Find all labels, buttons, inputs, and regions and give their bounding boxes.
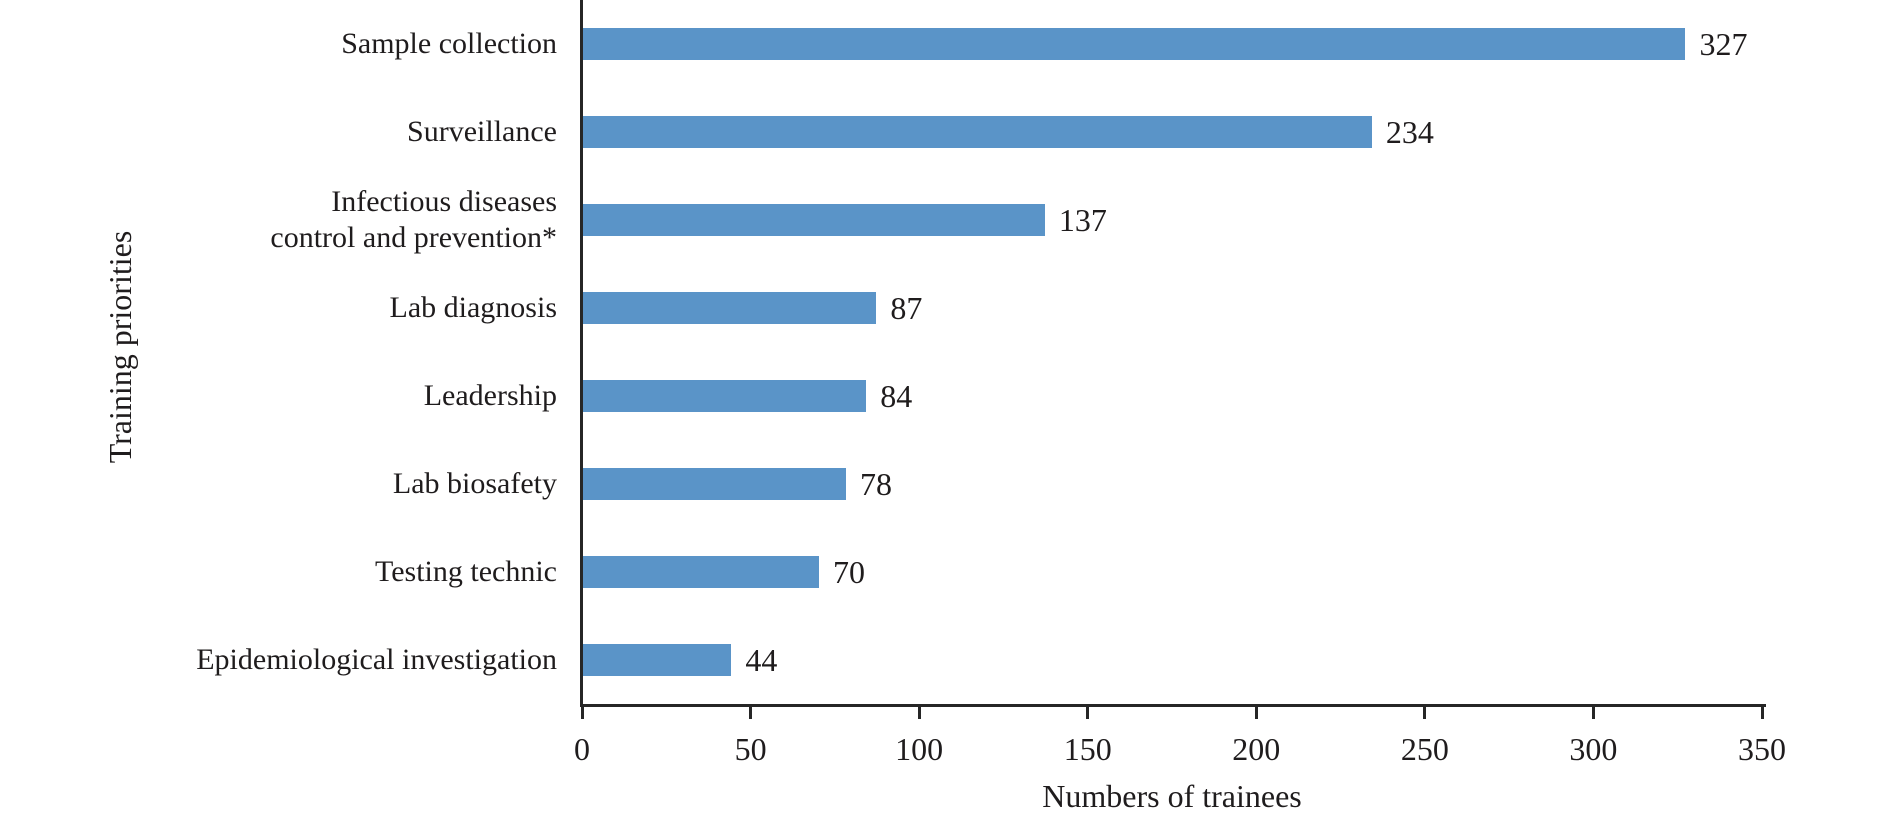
bar-value-label: 327 <box>1699 26 1748 62</box>
plot-area <box>583 0 1763 704</box>
x-tick-mark <box>1254 704 1258 719</box>
bar-value-label: 84 <box>880 378 913 414</box>
x-tick-mark <box>1423 704 1427 719</box>
bar <box>583 644 732 676</box>
category-label: Sample collection <box>341 27 557 60</box>
x-tick-mark <box>1086 704 1090 719</box>
bar <box>583 292 877 324</box>
x-tick-label: 150 <box>1063 731 1112 767</box>
bar-value-label: 78 <box>859 466 892 502</box>
x-axis-line <box>580 704 1766 707</box>
bar <box>583 468 846 500</box>
bar <box>583 28 1686 60</box>
x-tick-label: 100 <box>895 731 944 767</box>
y-axis-title: Training priorities <box>102 230 138 464</box>
x-tick-label: 350 <box>1738 731 1786 767</box>
x-tick-label: 200 <box>1232 731 1281 767</box>
category-label: Leadership <box>423 379 557 412</box>
bar <box>583 116 1372 148</box>
x-tick-mark <box>749 704 753 719</box>
y-axis-line <box>580 0 583 707</box>
bar <box>583 380 867 412</box>
x-tick-mark <box>1760 704 1764 719</box>
bar-value-label: 87 <box>890 290 923 326</box>
category-label: Lab biosafety <box>392 467 557 500</box>
x-tick-mark <box>1591 704 1595 719</box>
x-tick-label: 0 <box>574 731 590 767</box>
bar-value-label: 137 <box>1058 202 1107 238</box>
x-tick-label: 50 <box>734 731 767 767</box>
x-tick-label: 300 <box>1569 731 1618 767</box>
category-label: Infectious diseases control and preventi… <box>270 185 557 254</box>
category-label: Epidemiological investigation <box>196 643 557 676</box>
bar <box>583 556 819 588</box>
bar-value-label: 234 <box>1385 114 1434 150</box>
category-label: Testing technic <box>374 555 557 588</box>
bar-value-label: 44 <box>745 642 778 678</box>
x-tick-mark <box>580 704 584 719</box>
bar-value-label: 70 <box>833 554 865 590</box>
x-tick-label: 250 <box>1400 731 1449 767</box>
x-axis-title: Numbers of trainees <box>1042 778 1302 814</box>
bar <box>583 204 1045 236</box>
category-label: Lab diagnosis <box>389 291 557 324</box>
category-label: Surveillance <box>407 115 557 148</box>
x-tick-mark <box>917 704 921 719</box>
